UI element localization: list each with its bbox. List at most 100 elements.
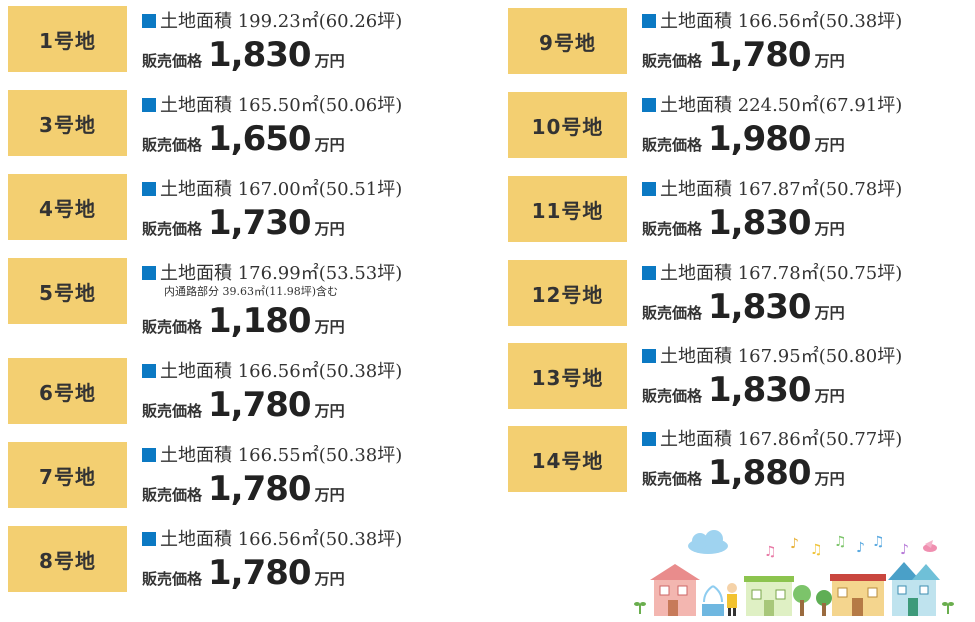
fountain-icon [702,585,724,616]
svg-text:♪: ♪ [790,536,799,552]
house-icon [650,564,700,616]
price-row: 販売価格 1,730 万円 [142,203,482,243]
price-row: 販売価格 1,830 万円 [642,203,975,243]
land-area: 土地面積 165.50㎡(50.06坪) [142,95,482,117]
lot-number-badge: 6号地 [8,358,127,424]
lot-number-badge: 11号地 [508,176,627,242]
land-area-text: 土地面積 199.23㎡(60.26坪) [160,11,403,32]
sprout-icon [634,602,954,614]
lot-number-badge: 14号地 [508,426,627,492]
price-value: 1,780 [708,35,812,75]
area-note: 内通路部分 39.63㎡(11.98坪)含む [164,285,339,298]
price-unit: 万円 [314,220,345,238]
land-area: 土地面積 166.56㎡(50.38坪) [642,11,975,33]
lot-info: 土地面積 167.87㎡(50.78坪) 販売価格 1,830 万円 [642,179,975,243]
land-area: 土地面積 224.50㎡(67.91坪) [642,95,975,117]
square-bullet-icon [642,349,656,363]
land-area: 土地面積 176.99㎡(53.53坪) [142,263,482,285]
price-value: 1,880 [708,453,812,493]
land-area-text: 土地面積 166.56㎡(50.38坪) [660,11,903,32]
price-row: 販売価格 1,780 万円 [642,35,975,75]
price-row: 販売価格 1,980 万円 [642,119,975,159]
price-row: 販売価格 1,780 万円 [142,385,482,425]
land-area-text: 土地面積 167.95㎡(50.80坪) [660,346,903,367]
price-row: 販売価格 1,880 万円 [642,453,975,493]
price-value: 1,830 [708,370,812,410]
price-label: 販売価格 [142,220,203,238]
price-label: 販売価格 [142,570,203,588]
cloud-icon [688,530,728,554]
price-label: 販売価格 [642,387,703,405]
land-area-text: 土地面積 167.86㎡(50.77坪) [660,429,903,450]
price-row: 販売価格 1,180 万円 [142,301,482,341]
price-row: 販売価格 1,830 万円 [142,35,482,75]
lot-number-badge: 9号地 [508,8,627,74]
svg-text:♪: ♪ [900,542,909,558]
square-bullet-icon [142,448,156,462]
land-area: 土地面積 166.56㎡(50.38坪) [142,361,482,383]
svg-text:♫: ♫ [834,534,847,550]
price-unit: 万円 [314,402,345,420]
price-value: 1,980 [708,119,812,159]
price-unit: 万円 [814,470,845,488]
lot-info: 土地面積 167.95㎡(50.80坪) 販売価格 1,830 万円 [642,346,975,410]
square-bullet-icon [642,266,656,280]
price-label: 販売価格 [142,52,203,70]
lot-number-badge: 13号地 [508,343,627,409]
lot-number-badge: 5号地 [8,258,127,324]
square-bullet-icon [142,182,156,196]
lot-info: 土地面積 199.23㎡(60.26坪) 販売価格 1,830 万円 [142,11,482,75]
price-row: 販売価格 1,650 万円 [142,119,482,159]
price-label: 販売価格 [642,136,703,154]
price-value: 1,830 [208,35,312,75]
lot-info: 土地面積 167.00㎡(50.51坪) 販売価格 1,730 万円 [142,179,482,243]
square-bullet-icon [142,98,156,112]
price-value: 1,780 [208,385,312,425]
price-label: 販売価格 [642,52,703,70]
lot-info: 土地面積 165.50㎡(50.06坪) 販売価格 1,650 万円 [142,95,482,159]
person-icon [727,583,737,616]
lot-number-badge: 10号地 [508,92,627,158]
price-label: 販売価格 [642,470,703,488]
lot-number-badge: 1号地 [8,6,127,72]
tree-icon [793,585,832,616]
land-area: 土地面積 166.56㎡(50.38坪) [142,529,482,551]
lot-info: 土地面積 166.55㎡(50.38坪) 販売価格 1,780 万円 [142,445,482,509]
house-icon [830,574,886,616]
price-label: 販売価格 [142,486,203,504]
price-label: 販売価格 [142,402,203,420]
price-unit: 万円 [814,136,845,154]
price-unit: 万円 [814,387,845,405]
square-bullet-icon [642,98,656,112]
lot-number-badge: 12号地 [508,260,627,326]
land-area-text: 土地面積 166.56㎡(50.38坪) [160,361,403,382]
bird-icon [923,540,937,552]
price-label: 販売価格 [642,220,703,238]
house-icon [744,576,794,616]
price-value: 1,780 [208,553,312,593]
price-row: 販売価格 1,830 万円 [642,370,975,410]
land-area-text: 土地面積 166.56㎡(50.38坪) [160,529,403,550]
square-bullet-icon [142,266,156,280]
house-icon [888,562,940,616]
land-area: 土地面積 199.23㎡(60.26坪) [142,11,482,33]
square-bullet-icon [642,182,656,196]
lot-number-badge: 8号地 [8,526,127,592]
lot-number-badge: 3号地 [8,90,127,156]
svg-text:♪: ♪ [856,540,865,556]
price-label: 販売価格 [142,136,203,154]
price-value: 1,780 [208,469,312,509]
lot-info: 土地面積 166.56㎡(50.38坪) 販売価格 1,780 万円 [642,11,975,75]
lot-info: 土地面積 224.50㎡(67.91坪) 販売価格 1,980 万円 [642,95,975,159]
svg-text:♫: ♫ [872,534,885,550]
svg-text:♫: ♫ [810,542,823,558]
land-area-text: 土地面積 166.55㎡(50.38坪) [160,445,403,466]
land-area: 土地面積 167.00㎡(50.51坪) [142,179,482,201]
price-unit: 万円 [314,570,345,588]
price-row: 販売価格 1,830 万円 [642,287,975,327]
price-label: 販売価格 [142,318,203,336]
land-area-text: 土地面積 224.50㎡(67.91坪) [660,95,903,116]
land-area-text: 土地面積 176.99㎡(53.53坪) [160,263,403,284]
square-bullet-icon [642,432,656,446]
price-unit: 万円 [814,304,845,322]
